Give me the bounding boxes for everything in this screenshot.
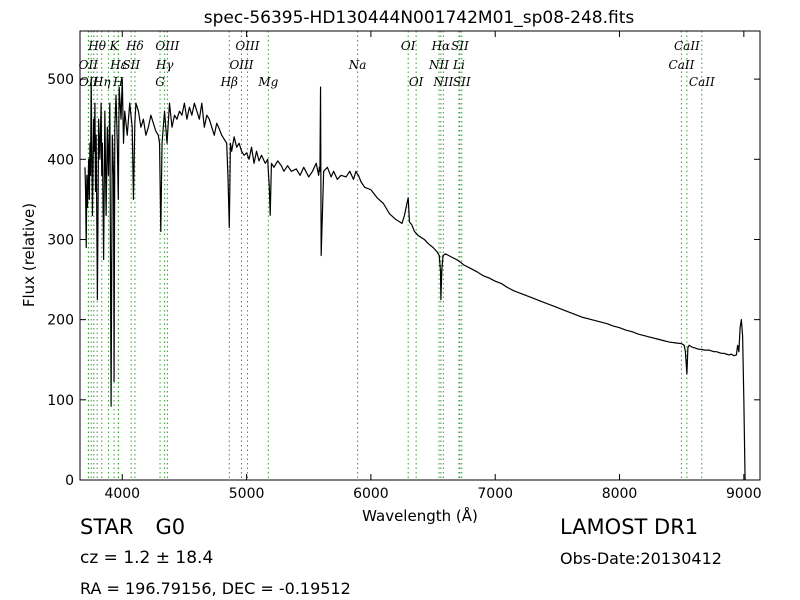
spectral-line-label: CaII: [674, 39, 700, 53]
spectral-line-label: Li: [452, 58, 465, 72]
x-axis: 4000 5000 6000 7000 8000 9000: [104, 31, 762, 502]
coordinates-text: RA = 196.79156, DEC = -0.19512: [80, 579, 351, 598]
y-tick-label: 100: [47, 393, 74, 409]
series-layer: [84, 78, 746, 481]
spectral-line-label: G: [155, 75, 165, 89]
survey-label: LAMOST DR1: [560, 515, 699, 539]
spectral-line-label: Na: [348, 58, 367, 72]
spectral-line-label: Hβ: [220, 75, 238, 89]
spectral-line-label: Hδ: [125, 39, 144, 53]
spectral-line-label: CaII: [689, 75, 715, 89]
class-label: STAR: [80, 515, 134, 539]
spectral-line-label: Hα: [431, 39, 451, 53]
spectral-line-label: SII: [453, 75, 471, 89]
spectral-line-label: NII: [432, 75, 453, 89]
spectral-line-label: OIII: [229, 58, 253, 72]
spectral-line-label: H: [112, 75, 124, 89]
spectral-line-label: Hη: [92, 75, 111, 89]
spectral-line-label: OII: [79, 58, 99, 72]
plot-frame: [79, 30, 761, 481]
spectral-line-label: K: [109, 39, 120, 53]
redshift-text: cz = 1.2 ± 18.4: [80, 548, 214, 568]
spectral-line-label: OIII: [155, 39, 179, 53]
spectral-line-markers: [87, 31, 703, 480]
spectral-line-label: SII: [122, 58, 140, 72]
spectral-line-label: OII: [79, 75, 99, 89]
x-tick-label: 8000: [602, 486, 638, 502]
spectral-line-label: Hε: [109, 58, 127, 72]
x-axis-label: Wavelength (Å): [362, 506, 478, 525]
spectral-line-label: OI: [401, 39, 416, 53]
spectral-line-label: CaII: [669, 58, 695, 72]
spectrum-line: [84, 78, 746, 481]
y-axis-label: Flux (relative): [20, 203, 38, 307]
y-tick-label: 200: [47, 313, 74, 329]
x-tick-label: 9000: [726, 486, 762, 502]
y-tick-label: 0: [65, 473, 74, 489]
spectral-line-label: Mg: [257, 75, 278, 89]
subclass-label: G0: [155, 515, 186, 539]
y-tick-label: 500: [47, 72, 74, 88]
spectral-line-label: SII: [451, 39, 469, 53]
chart-title: spec-56395-HD130444N001742M01_sp08-248.f…: [204, 8, 635, 28]
spectral-line-label: Hγ: [155, 58, 174, 72]
x-tick-label: 6000: [353, 486, 389, 502]
observation-date: Obs-Date:20130412: [560, 549, 722, 568]
y-axis: 0 100 200 300 400 500: [47, 72, 760, 489]
x-tick-label: 5000: [229, 486, 265, 502]
spectral-line-label: NII: [428, 58, 449, 72]
y-tick-label: 400: [47, 152, 74, 168]
y-tick-label: 300: [47, 232, 74, 248]
x-tick-label: 7000: [477, 486, 513, 502]
x-tick-label: 4000: [104, 486, 140, 502]
spectral-line-label: OIII: [235, 39, 259, 53]
object-class: STAR G0: [80, 515, 185, 539]
spectral-line-label: Hθ: [87, 39, 106, 53]
spectral-line-label: OI: [409, 75, 424, 89]
